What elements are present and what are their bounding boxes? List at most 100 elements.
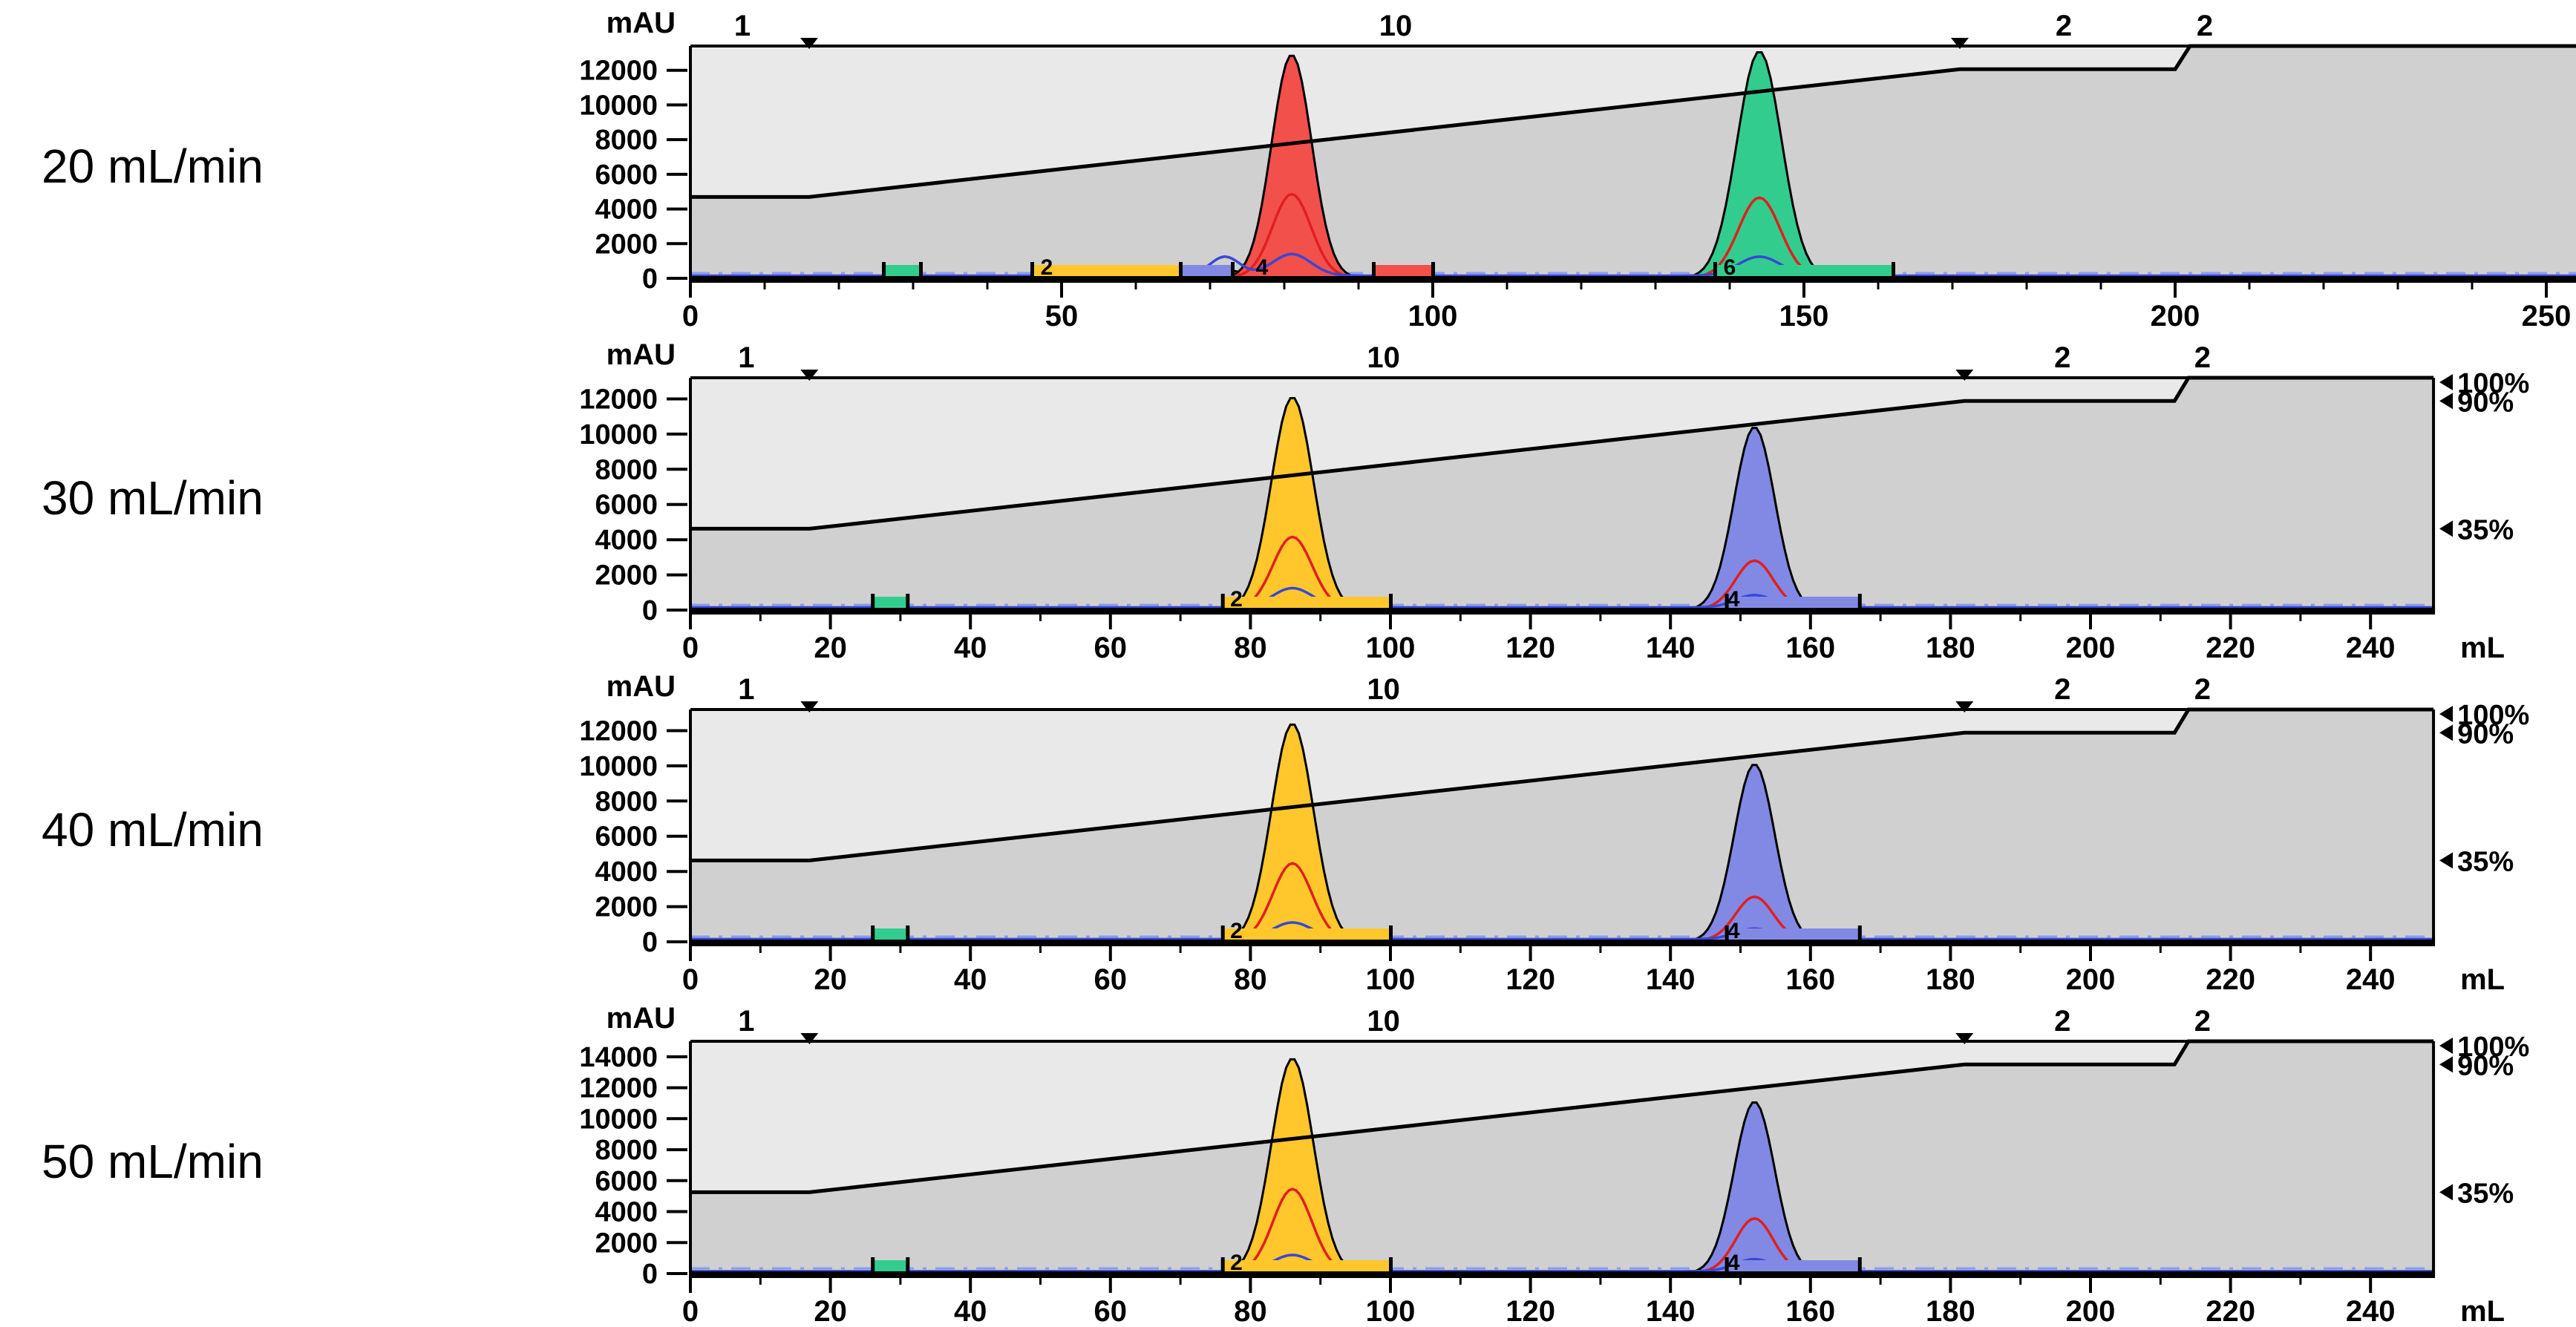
svg-text:8000: 8000: [595, 454, 658, 485]
flow-rate-label-20: 20 mL/min: [42, 139, 264, 193]
svg-text:20: 20: [814, 963, 847, 995]
svg-text:90%: 90%: [2457, 718, 2514, 750]
svg-text:10000: 10000: [579, 90, 658, 121]
svg-text:4000: 4000: [595, 856, 658, 888]
flow-rate-label-40: 40 mL/min: [42, 802, 264, 856]
chromatogram-row-30: 30 mL/min 0 2000 4000 6000 8000 10000 12000 mAU…: [0, 332, 2576, 664]
svg-text:120: 120: [1506, 1295, 1555, 1327]
svg-text:160: 160: [1785, 632, 1835, 664]
svg-text:12000: 12000: [579, 56, 658, 87]
svg-text:250: 250: [2522, 300, 2572, 332]
svg-text:2: 2: [2197, 10, 2213, 42]
svg-text:2: 2: [1230, 919, 1243, 943]
svg-text:2: 2: [1041, 255, 1053, 280]
svg-text:20: 20: [814, 1295, 847, 1327]
svg-text:120: 120: [1506, 963, 1555, 995]
svg-text:0: 0: [642, 263, 658, 295]
svg-text:mL: mL: [2460, 632, 2505, 664]
svg-text:4: 4: [1727, 587, 1740, 612]
svg-text:8000: 8000: [595, 786, 658, 817]
svg-text:10000: 10000: [579, 751, 658, 782]
svg-text:60: 60: [1094, 632, 1128, 664]
svg-text:4000: 4000: [595, 194, 658, 226]
svg-text:140: 140: [1646, 1295, 1696, 1327]
svg-text:120: 120: [1506, 632, 1555, 664]
svg-text:1: 1: [738, 1005, 754, 1038]
svg-text:2: 2: [2194, 1005, 2211, 1038]
svg-text:50: 50: [1045, 300, 1079, 332]
svg-text:2: 2: [1230, 1251, 1243, 1275]
svg-text:90%: 90%: [2457, 1050, 2514, 1081]
svg-text:80: 80: [1234, 963, 1267, 995]
svg-text:2000: 2000: [595, 560, 658, 592]
svg-text:100%: 100%: [2457, 1032, 2529, 1063]
svg-text:180: 180: [1926, 963, 1975, 995]
svg-text:4: 4: [1256, 255, 1269, 280]
svg-text:10: 10: [1379, 10, 1413, 42]
svg-text:220: 220: [2206, 632, 2255, 664]
svg-text:14000: 14000: [579, 1042, 658, 1073]
svg-text:4: 4: [1727, 1251, 1740, 1275]
svg-text:2: 2: [2054, 673, 2070, 706]
chromatogram-row-40: 40 mL/min 0 2000 4000 6000 8000 10000 12000 mAU…: [0, 664, 2576, 995]
svg-text:2000: 2000: [595, 892, 658, 923]
svg-text:0: 0: [682, 963, 699, 995]
svg-text:6000: 6000: [595, 822, 658, 853]
svg-text:200: 200: [2066, 1295, 2116, 1327]
svg-text:90%: 90%: [2457, 387, 2514, 418]
svg-text:10: 10: [1367, 1005, 1400, 1038]
svg-text:100: 100: [1366, 1295, 1416, 1327]
svg-text:100: 100: [1366, 963, 1416, 995]
flow-rate-label-50: 50 mL/min: [42, 1134, 264, 1188]
svg-text:mAU: mAU: [607, 670, 676, 703]
svg-text:mAU: mAU: [607, 7, 676, 39]
svg-text:6000: 6000: [595, 1166, 658, 1197]
svg-text:140: 140: [1646, 963, 1696, 995]
svg-text:35%: 35%: [2457, 1178, 2514, 1209]
svg-text:35%: 35%: [2457, 846, 2514, 877]
svg-text:200: 200: [2151, 300, 2200, 332]
svg-text:1: 1: [738, 341, 754, 374]
svg-text:60: 60: [1094, 1295, 1128, 1327]
svg-text:1: 1: [734, 10, 751, 42]
svg-text:220: 220: [2206, 963, 2255, 995]
svg-text:60: 60: [1094, 963, 1128, 995]
svg-text:0: 0: [682, 300, 699, 332]
svg-text:2000: 2000: [595, 1228, 658, 1259]
svg-text:240: 240: [2346, 963, 2396, 995]
svg-text:4000: 4000: [595, 525, 658, 556]
chromatogram-row-20: 20 mL/min 0 2000 4000 6000 8000 10000 12000 mAU…: [0, 0, 2576, 332]
svg-text:40: 40: [954, 963, 987, 995]
svg-text:10000: 10000: [579, 419, 658, 450]
svg-text:12000: 12000: [579, 1073, 658, 1104]
svg-text:240: 240: [2346, 1295, 2396, 1327]
svg-text:0: 0: [682, 1295, 699, 1327]
svg-text:240: 240: [2346, 632, 2396, 664]
svg-text:mL: mL: [2460, 1295, 2505, 1327]
svg-text:80: 80: [1234, 1295, 1267, 1327]
svg-text:2: 2: [1230, 587, 1243, 612]
svg-text:100: 100: [1408, 300, 1458, 332]
svg-text:200: 200: [2066, 963, 2116, 995]
svg-text:180: 180: [1926, 1295, 1975, 1327]
svg-text:200: 200: [2066, 632, 2116, 664]
svg-text:10: 10: [1367, 341, 1400, 374]
svg-text:100: 100: [1366, 632, 1416, 664]
svg-text:12000: 12000: [579, 716, 658, 747]
svg-text:0: 0: [682, 632, 699, 664]
svg-text:0: 0: [642, 1259, 658, 1290]
svg-text:12000: 12000: [579, 384, 658, 416]
svg-text:2000: 2000: [595, 229, 658, 260]
svg-text:2: 2: [2056, 10, 2072, 42]
svg-text:35%: 35%: [2457, 514, 2514, 545]
svg-text:4: 4: [1727, 919, 1740, 943]
svg-text:mL: mL: [2460, 963, 2505, 995]
svg-text:8000: 8000: [595, 125, 658, 156]
svg-text:8000: 8000: [595, 1135, 658, 1166]
svg-text:1: 1: [738, 673, 754, 706]
chromatogram-row-50: 50 mL/min 0 2000 4000 6000 8000 10000 12000 140…: [0, 995, 2576, 1327]
svg-text:2: 2: [2194, 673, 2211, 706]
